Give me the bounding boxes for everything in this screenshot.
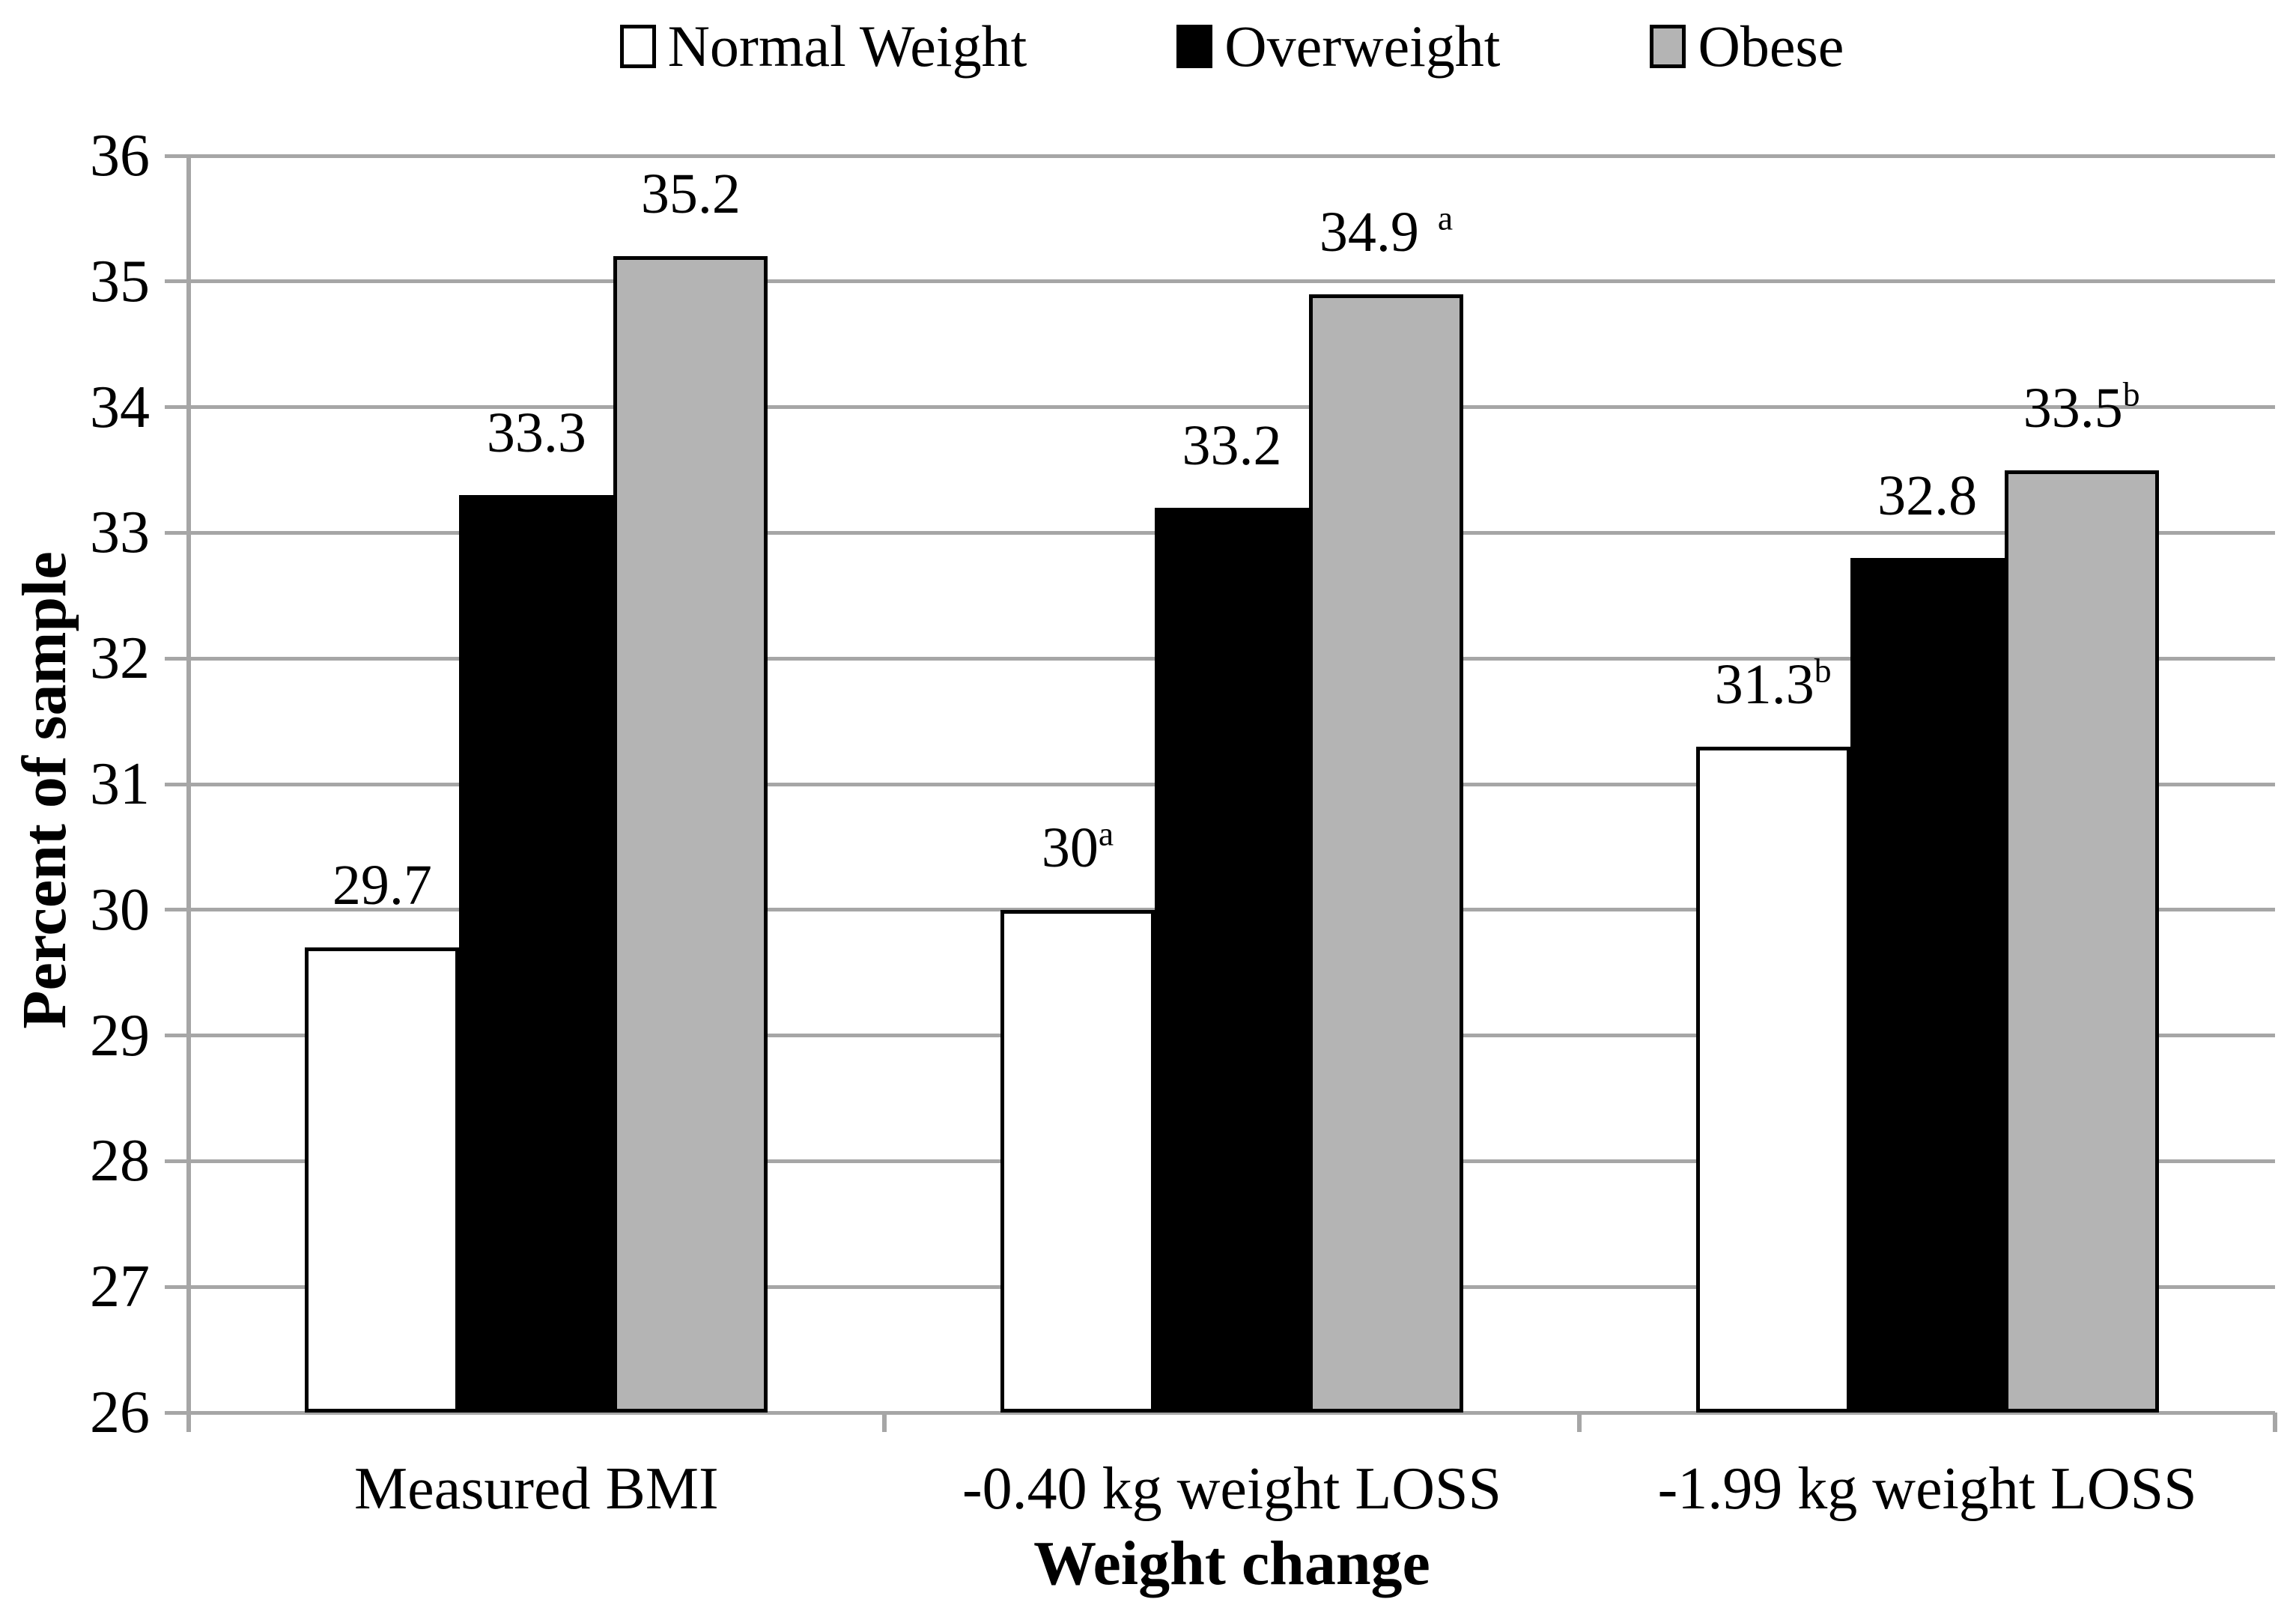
bar-normal-weight-3 [1695, 746, 1850, 1413]
bar-value-label: 30a [1041, 814, 1114, 880]
significance-superscript: b [1814, 651, 1832, 690]
y-tick-label: 33 [90, 500, 150, 566]
y-axis-tick [165, 530, 192, 535]
y-axis-tick [165, 908, 192, 912]
y-tick-label: 34 [90, 374, 150, 440]
gridline-26 [189, 1410, 2275, 1415]
legend-item-overweight: Overweight [1176, 17, 1500, 76]
bar-value-label: 35.2 [640, 163, 741, 226]
y-tick-label: 26 [90, 1380, 150, 1445]
significance-superscript: b [2122, 374, 2140, 413]
x-category-label: -1.99 kg weight LOSS [1657, 1456, 2197, 1522]
bar-obese-1 [613, 256, 768, 1413]
y-axis-tick [165, 1034, 192, 1038]
y-tick-label: 30 [90, 876, 150, 943]
bar-obese-2 [1309, 294, 1463, 1413]
bar-value-label: 29.7 [332, 854, 432, 917]
bar-value-label: 33.2 [1182, 414, 1282, 478]
y-axis-tick [165, 405, 192, 410]
y-axis-tick [165, 1410, 192, 1415]
significance-superscript: a [1437, 198, 1454, 237]
bar-value-label: 34.9 a [1319, 198, 1454, 264]
bar-normal-weight-1 [305, 947, 460, 1413]
bar-normal-weight-2 [1000, 909, 1155, 1413]
y-axis-tick [165, 154, 192, 158]
gridline-36 [189, 154, 2275, 158]
x-category-label: -0.40 kg weight LOSS [962, 1456, 1501, 1522]
y-tick-label: 35 [90, 248, 150, 315]
legend-swatch-icon [619, 25, 656, 68]
y-axis-tick [165, 279, 192, 284]
x-axis-tick [881, 1413, 887, 1432]
bar-value-label: 31.3b [1714, 651, 1832, 716]
bar-value-label: 33.5b [2023, 374, 2140, 440]
legend: Normal Weight Overweight Obese [189, 10, 2275, 82]
y-axis-tick [165, 656, 192, 661]
x-axis-tick [186, 1413, 191, 1432]
legend-label: Normal Weight [667, 13, 1027, 79]
bar-value-label: 33.3 [486, 401, 586, 465]
y-tick-label: 29 [90, 1002, 150, 1069]
legend-item-normal-weight: Normal Weight [619, 13, 1027, 79]
y-axis-line [186, 156, 191, 1431]
significance-superscript: a [1098, 814, 1114, 853]
legend-label: Overweight [1224, 13, 1501, 79]
y-axis-tick [165, 1159, 192, 1163]
legend-swatch-icon [1650, 25, 1686, 68]
y-tick-label: 32 [90, 625, 150, 692]
bar-overweight-1 [459, 495, 614, 1413]
y-tick-label: 28 [90, 1128, 150, 1195]
bar-overweight-3 [1850, 557, 2005, 1413]
bar-obese-3 [2004, 470, 2159, 1413]
y-tick-label: 36 [90, 123, 150, 189]
gridline-35 [189, 279, 2275, 284]
y-tick-label: 31 [90, 751, 150, 817]
legend-label: Obese [1698, 13, 1844, 79]
x-axis-tick [1577, 1413, 1582, 1432]
y-tick-label: 27 [90, 1254, 150, 1320]
legend-swatch-icon [1176, 25, 1213, 68]
gridline-34 [189, 405, 2275, 410]
x-axis-tick [2273, 1413, 2277, 1432]
y-axis-tick [165, 782, 192, 786]
x-axis-title: Weight change [1033, 1529, 1430, 1598]
x-category-label: Measured BMI [354, 1456, 719, 1522]
bar-value-label: 32.8 [1877, 464, 1978, 528]
bar-overweight-2 [1155, 507, 1309, 1413]
legend-item-obese: Obese [1650, 17, 1844, 76]
y-axis-tick [165, 1284, 192, 1289]
plot-area: 29.7 33.3 35.2 30a 33.2 34.9 a 31.3b 32.8 33.5b [165, 154, 2277, 1432]
